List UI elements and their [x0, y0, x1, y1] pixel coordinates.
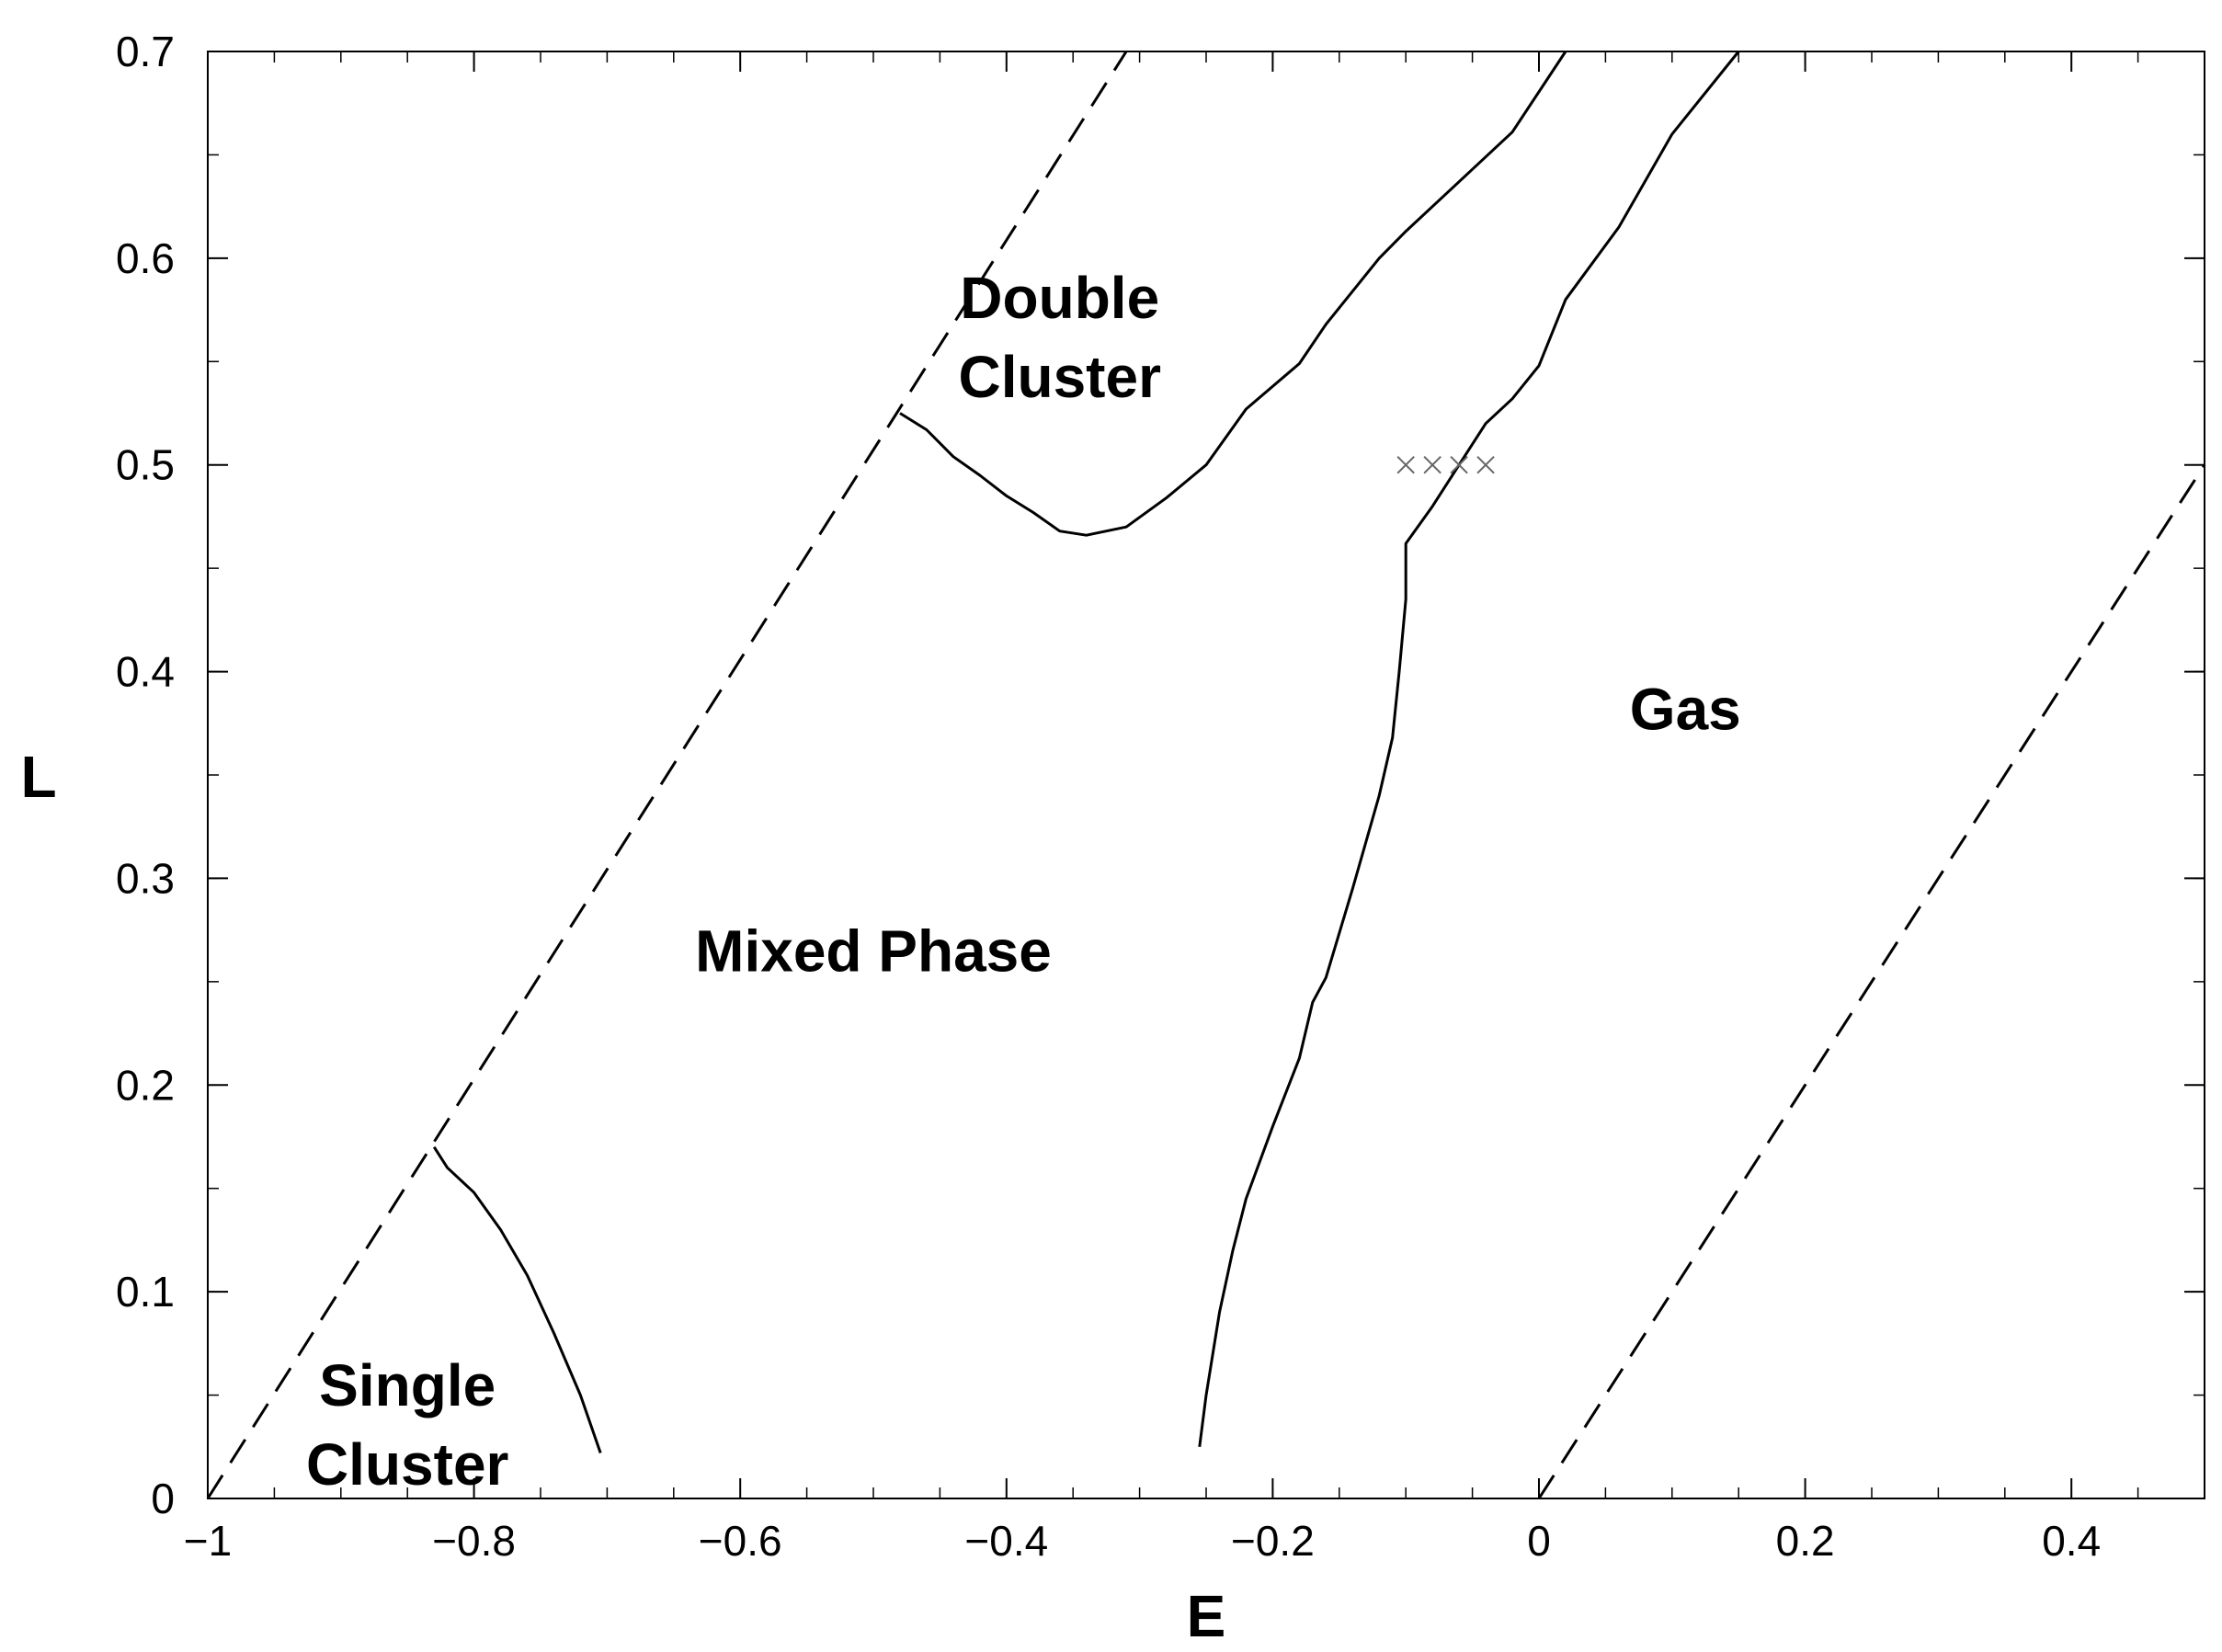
region-label-line: Double	[960, 265, 1159, 331]
y-tick-label: 0.7	[116, 28, 175, 75]
y-tick-label: 0.2	[116, 1061, 175, 1109]
region-label-line: Mixed Phase	[695, 918, 1052, 985]
y-tick-label: 0	[151, 1475, 175, 1522]
x-tick-label: 0.4	[2042, 1517, 2101, 1565]
x-tick-label: −0.8	[432, 1517, 516, 1565]
x-marker-point	[1396, 456, 1415, 474]
dashed-boundary-line	[206, 51, 1128, 1499]
x-marker-point	[1423, 456, 1441, 474]
x-marker-stroke	[1423, 456, 1441, 474]
x-tick-label: −0.6	[699, 1517, 782, 1565]
y-tick-label: 0.6	[116, 234, 175, 282]
y-tick-label: 0.4	[116, 648, 175, 696]
x-marker-stroke	[1450, 456, 1468, 474]
region-label-line: Single	[319, 1352, 496, 1418]
region-label: Gas	[1630, 677, 1741, 743]
x-marker-stroke	[1476, 456, 1495, 474]
y-tick-label: 0.5	[116, 441, 175, 489]
region-label: Mixed Phase	[695, 918, 1052, 985]
x-tick-label: 0.2	[1776, 1517, 1835, 1565]
y-tick-label: 0.1	[116, 1268, 175, 1316]
tick-marks	[207, 51, 2205, 1499]
region-label-line: Cluster	[306, 1431, 509, 1498]
y-tick-label: 0.3	[116, 854, 175, 902]
region-label: Single Cluster	[306, 1352, 509, 1498]
y-axis-title: L	[20, 744, 56, 810]
phase-boundary-line	[432, 1145, 602, 1453]
x-tick-label: −0.4	[964, 1517, 1048, 1565]
tick-labels: −1 −0.8 −0.6 −0.4 −0.2 0 0.2 0.4 0 0.1 0.2 0.3 0.4 0.…	[116, 28, 2101, 1565]
x-tick-label: 0	[1527, 1517, 1551, 1565]
plot-frame	[207, 51, 2205, 1499]
dashed-boundary-line	[1537, 463, 2206, 1499]
x-marker-point	[1450, 456, 1468, 474]
region-label-line: Cluster	[958, 344, 1161, 410]
phase-boundary-line	[899, 51, 1567, 537]
phase-boundary-line	[1198, 51, 1740, 1447]
region-label-line: Gas	[1630, 677, 1741, 743]
region-labels: Double Cluster Mixed Phase Gas Single Cluster	[306, 265, 1741, 1498]
x-marker-stroke	[1396, 456, 1415, 474]
series-lines	[206, 51, 2206, 1499]
x-marker-point	[1476, 456, 1495, 474]
x-tick-label: −0.2	[1231, 1517, 1315, 1565]
region-label: Double Cluster	[958, 265, 1161, 410]
x-axis-title: E	[1187, 1583, 1226, 1649]
x-tick-label: −1	[184, 1517, 232, 1565]
